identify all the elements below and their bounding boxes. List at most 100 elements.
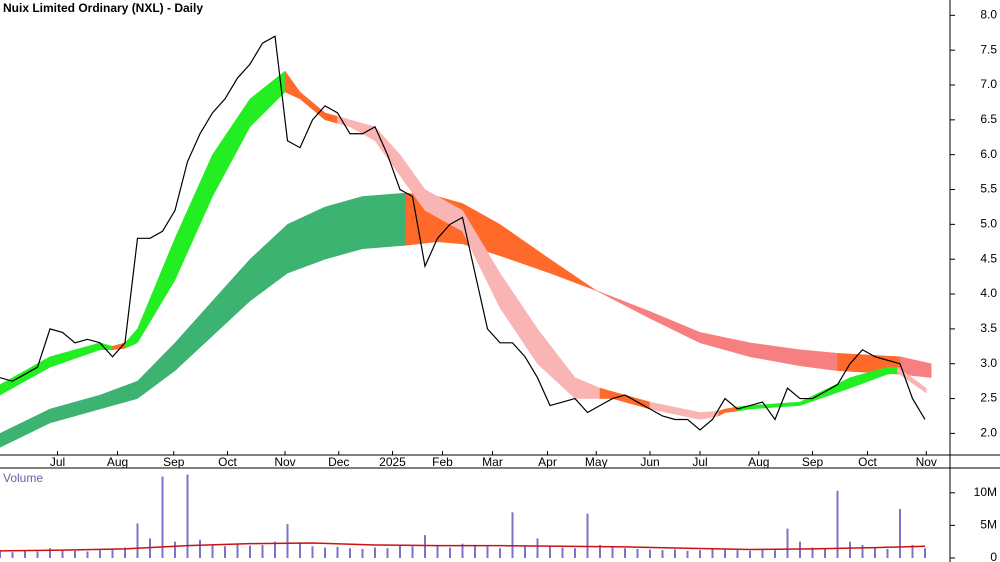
volume-bar [336,546,339,558]
volume-bar [61,549,64,558]
volume-bar [36,551,39,558]
y-tick-label: 6.5 [980,112,997,126]
volume-bar [436,544,439,558]
volume-bar [749,550,751,558]
volume-bar [524,545,526,558]
volume-bar [661,550,664,558]
volume-bar [824,548,826,558]
volume-bar [561,547,564,558]
volume-bar [874,547,876,558]
volume-bar [724,549,726,558]
volume-bar [286,524,289,558]
volume-bar [136,523,139,558]
volume-bar [649,549,651,558]
x-tick-label: Apr [538,455,557,469]
volume-bar [836,490,839,558]
volume-bar [361,548,364,558]
volume-bar [736,550,739,558]
y-tick-label: 3.0 [980,356,997,370]
volume-bar [0,550,1,558]
x-tick-label: Feb [432,455,453,469]
volume-bar [811,547,814,558]
x-tick-label: Jul [692,455,707,469]
price-line [0,35,926,431]
volume-bar [249,545,251,558]
x-tick-label: Oct [858,455,877,469]
x-tick-label: Sep [802,455,824,469]
volume-bar [111,548,114,558]
y-tick-label: 6.0 [980,147,997,161]
volume-bar [699,550,701,558]
x-tick-label: Aug [107,455,128,469]
y-tick-label: 2.0 [980,426,997,440]
volume-bar [161,476,164,558]
x-tick-label: May [585,455,608,469]
volume-bar [636,548,639,558]
y-tick-label: 3.5 [980,321,997,335]
volume-bar [499,548,501,558]
volume-bar [24,550,26,558]
x-tick-label: 2025 [379,455,406,469]
volume-average [0,542,926,552]
x-tick-label: Jul [50,455,65,469]
volume-bar [786,528,789,558]
y-tick-label: 8.0 [980,8,997,22]
volume-bar [99,550,101,558]
volume-bar [211,544,214,558]
volume-bar [386,548,389,558]
volume-bar [486,546,489,558]
volume-bar [374,547,376,558]
y-tick-label: 4.0 [980,286,997,300]
volume-bar [511,512,514,558]
volume-bar [761,549,764,558]
volume-bar [586,513,589,558]
volume-bar [261,544,264,558]
x-tick-label: Mar [482,455,503,469]
volume-bar [49,548,51,558]
volume-bar [849,541,851,558]
volume-bar [886,548,889,558]
volume-bar [11,552,14,558]
y-tick-label: 5.0 [980,217,997,231]
y-tick-label: 5.5 [980,182,997,196]
volume-bar [86,551,89,558]
x-tick-label: Nov [916,455,937,469]
volume-bar [599,544,601,558]
x-tick-label: Aug [748,455,769,469]
volume-bar [224,546,226,558]
volume-bar [311,546,314,558]
y-tick-label: 7.5 [980,42,997,56]
volume-bar [349,548,351,558]
volume-bar [74,550,76,558]
volume-bar [199,539,201,558]
x-tick-label: Jun [640,455,659,469]
volume-bar [411,546,414,558]
volume-bar [186,474,189,558]
y-tick-label: 4.5 [980,251,997,265]
volume-bar [124,547,126,558]
volume-bar [899,509,901,558]
volume-bar [474,544,476,558]
x-tick-label: Sep [163,455,185,469]
volume-bar [299,542,301,558]
y-tick-label: 10M [974,485,997,499]
volume-bar [911,544,914,558]
volume-bar [274,541,276,558]
volume-bar [799,541,801,558]
volume-bar [924,548,926,558]
volume-bar [174,541,176,558]
x-tick-label: Oct [218,455,237,469]
y-tick-label: 5M [980,518,997,532]
volume-label: Volume [3,471,43,485]
chart-title: Nuix Limited Ordinary (NXL) - Daily [3,1,203,15]
volume-bar [449,547,451,558]
volume-bar [324,547,326,558]
volume-bar [461,543,464,558]
x-tick-label: Dec [328,455,349,469]
volume-bar [711,548,714,558]
y-tick-label: 0 [990,550,997,562]
volume-bar [399,544,401,558]
volume-bar [536,538,539,558]
y-tick-label: 2.5 [980,391,997,405]
